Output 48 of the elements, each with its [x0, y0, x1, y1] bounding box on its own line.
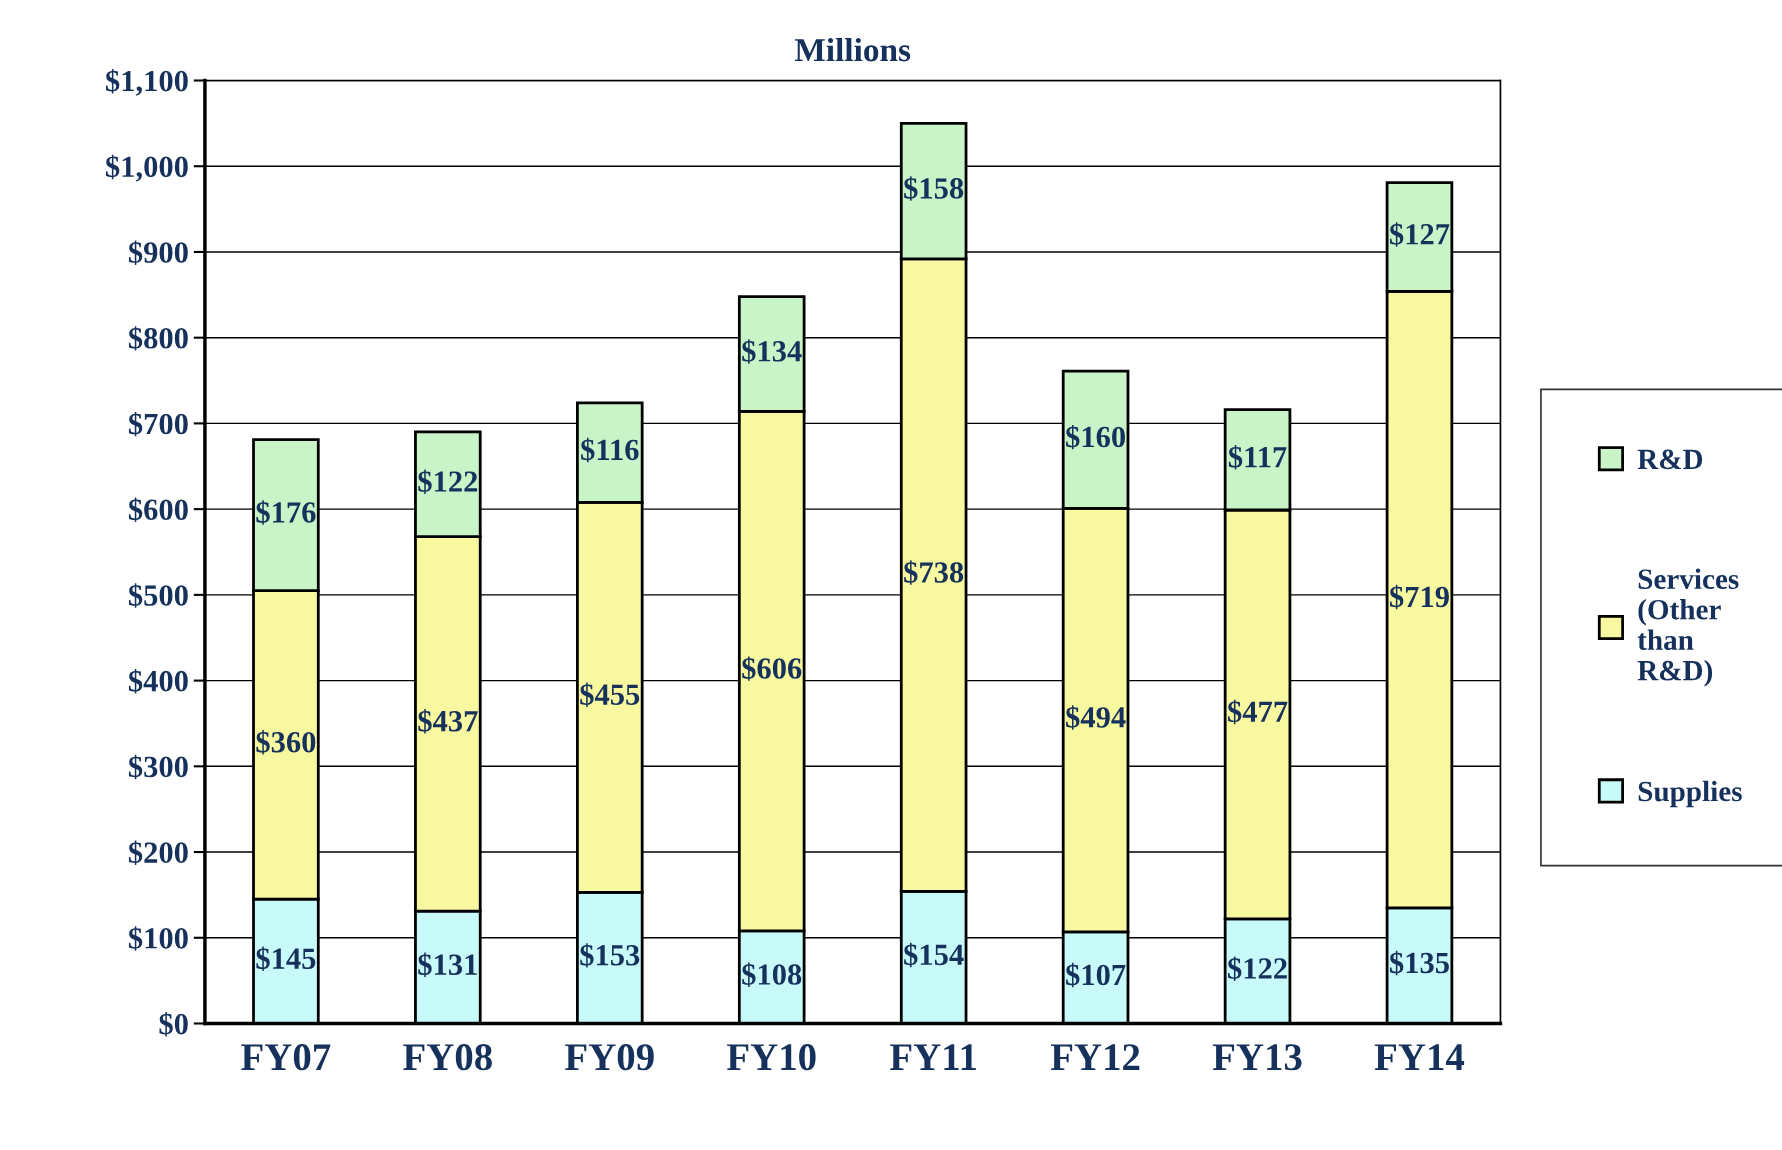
data-label: $127 — [1390, 222, 1450, 247]
y-tick-label: $1,000 — [106, 154, 188, 182]
legend-label: Services (Other than R&D) — [1637, 568, 1739, 687]
data-label: $153 — [580, 943, 640, 968]
y-tick-label: $500 — [128, 583, 188, 608]
data-label: $108 — [742, 962, 802, 987]
data-label: $122 — [1228, 956, 1287, 981]
data-label: $719 — [1390, 584, 1449, 610]
x-tick-label: FY13 — [1212, 1044, 1302, 1071]
data-label: $131 — [418, 952, 477, 978]
legend-label: R&D — [1637, 449, 1703, 470]
x-tick-label: FY09 — [565, 1044, 654, 1071]
data-label: $145 — [256, 946, 316, 972]
x-tick-label: FY12 — [1050, 1044, 1140, 1070]
data-label: $360 — [256, 730, 316, 755]
data-label: $160 — [1066, 424, 1125, 450]
y-tick-label: $100 — [128, 926, 188, 951]
legend-label: Supplies — [1638, 780, 1742, 808]
data-label: $122 — [418, 469, 478, 494]
chart-title: Millions — [794, 37, 911, 62]
y-tick-label: $0 — [159, 1011, 188, 1037]
y-tick-label: $800 — [128, 326, 188, 351]
data-label: $134 — [742, 339, 802, 364]
x-tick-label: FY07 — [241, 1044, 331, 1071]
data-label: $477 — [1228, 699, 1288, 725]
y-tick-label: $200 — [128, 840, 188, 865]
data-label: $494 — [1066, 705, 1126, 730]
y-tick-label: $600 — [128, 497, 188, 523]
x-tick-label: FY08 — [403, 1044, 492, 1071]
x-tick-label: FY14 — [1374, 1044, 1465, 1070]
data-label: $158 — [904, 176, 964, 201]
x-tick-label: FY11 — [890, 1044, 976, 1070]
y-tick-label: $700 — [128, 411, 188, 437]
data-label: $606 — [742, 656, 802, 681]
data-label: $455 — [580, 682, 640, 707]
data-label: $154 — [904, 942, 964, 968]
data-label: $738 — [904, 560, 964, 585]
data-label: $176 — [256, 500, 316, 525]
data-label: $117 — [1228, 445, 1287, 470]
y-tick-label: $400 — [128, 669, 188, 694]
data-label: $107 — [1066, 962, 1126, 988]
y-tick-label: $300 — [128, 754, 188, 780]
x-tick-label: FY10 — [727, 1044, 816, 1071]
y-tick-label: $900 — [128, 240, 188, 265]
data-label: $135 — [1390, 950, 1449, 976]
data-label: $437 — [418, 709, 478, 734]
data-label: $116 — [581, 437, 639, 463]
y-tick-label: $1,100 — [106, 68, 188, 96]
